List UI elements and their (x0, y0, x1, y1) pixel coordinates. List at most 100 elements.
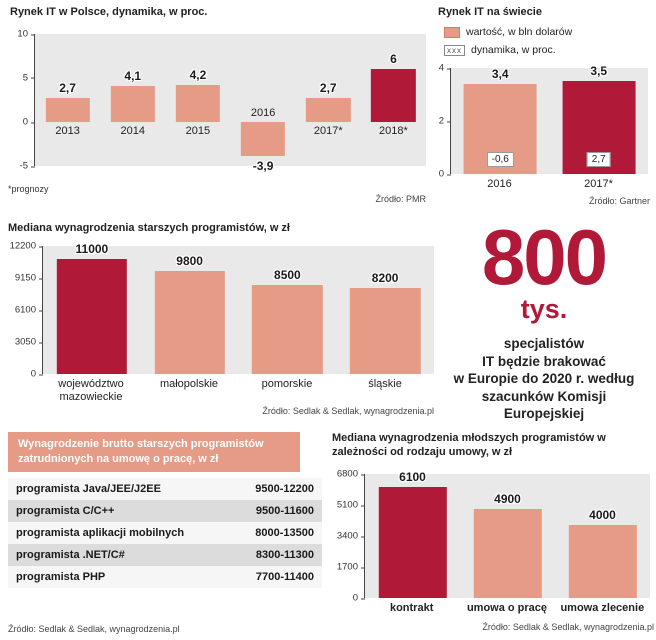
bar-value: 8200 (371, 270, 399, 285)
table-senior-salaries: Wynagrodzenie brutto starszych programis… (8, 432, 324, 636)
bar-value: 3,5 (590, 64, 608, 79)
bar-category: 2018* (379, 125, 408, 137)
dynamics-badge: 2,7 (586, 152, 611, 167)
chart-title: Mediana wynagrodzenia młodszych programi… (332, 432, 606, 458)
bar-value: 4,1 (124, 68, 142, 83)
headline-line: szacunków Komisji (481, 388, 607, 404)
bar-column: 8500 (239, 246, 337, 374)
bar-malopolskie: 9800 (154, 254, 225, 374)
plot-area: 10 5 0 -5 2,7 2013 4,1 2014 4,2 2015 -3,… (17, 29, 426, 173)
bar-column: 3,4 -0,6 (451, 67, 550, 174)
bar-category: 2017* (313, 125, 343, 137)
bar-2017: 3,5 2,7 (562, 64, 636, 174)
y-tick: 9150 (14, 272, 44, 284)
bar-value: 2,7 (59, 81, 76, 96)
source: Źródło: Gartner (588, 196, 650, 206)
chart-junior-salaries-contract: Mediana wynagrodzenia młodszych programi… (330, 430, 654, 640)
bars-container: 11000 9800 8500 8200 (43, 242, 434, 374)
headline-line: w Europie do 2020 r. według (453, 371, 635, 387)
bar-column: 4900 (460, 474, 555, 598)
y-tick: 0 (438, 168, 452, 180)
headline-line: Europejskiej (503, 406, 585, 422)
x-label: małopolskie (159, 378, 219, 390)
footnote: *prognozy (8, 184, 49, 194)
y-tick: 12200 (9, 240, 44, 252)
headline-text: specjalistów IT będzie brakować w Europi… (436, 335, 652, 423)
table-cell-label: programista aplikacji mobilnych (16, 526, 185, 539)
table-cell-label: programista .NET/C# (16, 548, 125, 561)
y-tick: 5 (22, 72, 36, 84)
bar-column: 3,5 2,7 (550, 64, 649, 174)
bar-value: 6 (390, 52, 397, 67)
bar-value: 3,4 (491, 66, 509, 81)
x-labels: kontrakt umowa o pracę umowa zlecenie (364, 602, 650, 615)
chart-title: Mediana wynagrodzenia starszych programi… (8, 222, 290, 234)
bar-2014: 4,1 2014 (110, 69, 155, 137)
y-tick: 10 (17, 28, 35, 40)
chart-world-it-market: Rynek IT na świecie wartość, w bln dolar… (432, 4, 654, 216)
y-tick: 0 (30, 368, 44, 380)
y-tick: 3400 (336, 530, 366, 542)
y-tick: 2 (438, 115, 452, 127)
x-label: pomorskie (261, 378, 313, 390)
table-cell-value: 9500-11600 (255, 504, 314, 517)
bar-umowa-o-prace: 4900 (473, 492, 542, 598)
y-tick: 5100 (336, 499, 366, 511)
x-label: województwo mazowieckie (58, 378, 124, 403)
x-label: umowa o pracę (466, 602, 548, 614)
table-row: programista Java/JEE/J2EE 9500-12200 (8, 477, 322, 500)
bar-value: 9800 (176, 254, 203, 269)
bars-container: 2,7 2013 4,1 2014 4,2 2015 -3,9 2016 2,7 (35, 34, 426, 173)
headline-unit: tys. (520, 294, 568, 325)
bar-value: 4,2 (189, 68, 207, 83)
table-cell-value: 7700-11400 (255, 570, 314, 583)
bar-column: 4000 (555, 474, 650, 598)
plot-area: 4 2 0 3,4 -0,6 3,5 2,7 (439, 63, 649, 180)
table-cell-value: 8300-11300 (255, 548, 314, 561)
y-tick: 0 (22, 116, 36, 128)
bar-column: 6100 (365, 470, 460, 598)
bar-2013: 2,7 2013 (45, 81, 90, 137)
bar-column: -3,9 2016 (231, 34, 296, 173)
source: Źródło: Sedlak & Sedlak, wynagrodzenia.p… (482, 622, 654, 632)
x-label: 2017* (584, 178, 613, 190)
y-tick: 3050 (14, 336, 44, 348)
x-labels: 2016 2017* (450, 178, 648, 191)
headline-line: specjalistów (503, 336, 585, 352)
source: Źródło: Sedlak & Sedlak, wynagrodzenia.p… (8, 624, 180, 634)
bar-column: 8200 (336, 246, 434, 374)
bar-2016: -3,9 2016 (240, 107, 286, 173)
y-tick: 1700 (336, 561, 366, 573)
y-tick: 4 (438, 62, 452, 74)
bar-2017: 2,7 2017* (306, 81, 351, 137)
legend: wartość, w bln dolarów xxx dynamika, w p… (444, 26, 572, 62)
x-label: śląskie (368, 378, 402, 390)
source: Źródło: Sedlak & Sedlak, wynagrodzenia.p… (262, 406, 434, 416)
bar-2015: 4,2 2015 (175, 68, 221, 137)
y-tick: 0 (352, 592, 366, 604)
table-row: programista .NET/C# 8300-11300 (8, 543, 322, 566)
bar-2016: 3,4 -0,6 (463, 67, 537, 174)
highlight-800k: 800 tys. specjalistów IT będzie brakować… (436, 218, 652, 428)
bar-umowa-zlecenie: 4000 (568, 508, 637, 598)
bar-column: 11000 (43, 242, 141, 374)
bar-value: 8500 (274, 267, 301, 282)
value-swatch-icon (444, 26, 460, 38)
bar-column: 2,7 2013 (35, 34, 100, 166)
source: Źródło: PMR (375, 194, 426, 204)
bars-container: 3,4 -0,6 3,5 2,7 (451, 64, 649, 174)
bar-category: 2016 (250, 107, 276, 119)
bar-category: 2015 (185, 125, 211, 137)
legend-item-dynamics: xxx dynamika, w proc. (444, 44, 572, 56)
table-cell-value: 8000-13500 (255, 526, 314, 539)
bar-slaskie: 8200 (349, 271, 421, 374)
table-title: Wynagrodzenie brutto starszych programis… (8, 432, 300, 472)
bar-value: 11000 (75, 241, 109, 256)
x-labels: województwo mazowieckie małopolskie pomo… (42, 378, 434, 403)
table-cell-value: 9500-12200 (255, 482, 314, 495)
y-tick: 6100 (14, 304, 44, 316)
bar-kontrakt: 6100 (378, 470, 447, 598)
x-label: umowa zlecenie (560, 602, 645, 614)
x-label: 2016 (487, 178, 512, 190)
bar-value: -3,9 (252, 159, 274, 174)
